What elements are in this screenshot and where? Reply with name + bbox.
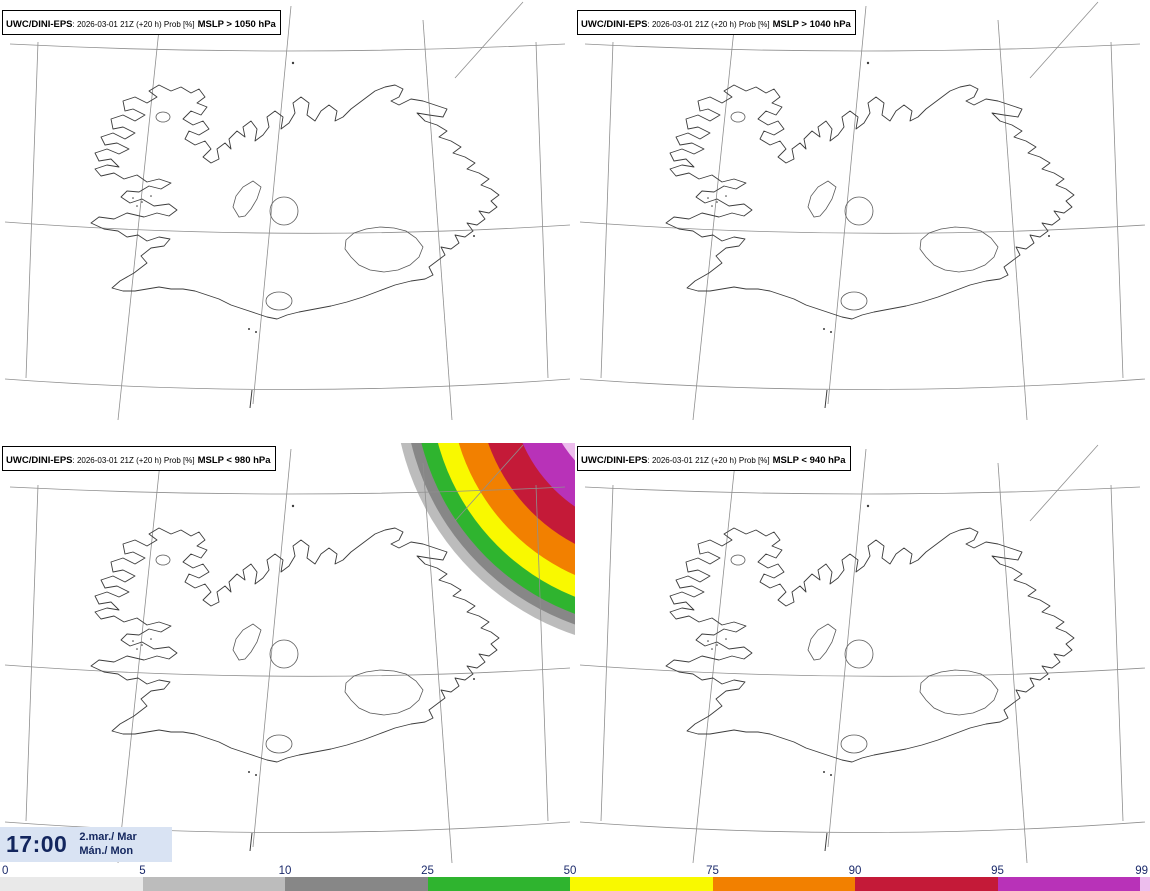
- valid-day: Mán./ Mon: [79, 844, 134, 857]
- run-info: : 2026-03-01 21Z (+20 h) Prob [%]: [647, 456, 770, 465]
- panel-mslp-gt-1040: UWC/DINI-EPS: 2026-03-01 21Z (+20 h) Pro…: [575, 0, 1150, 443]
- map-mslp-lt-980: [0, 443, 575, 886]
- panel-mslp-gt-1050: UWC/DINI-EPS: 2026-03-01 21Z (+20 h) Pro…: [0, 0, 575, 443]
- map-mslp-lt-940: [575, 443, 1150, 886]
- panel-title: UWC/DINI-EPS: 2026-03-01 21Z (+20 h) Pro…: [2, 10, 281, 36]
- colorbar-tick-label: 90: [848, 865, 862, 877]
- run-info: : 2026-03-01 21Z (+20 h) Prob [%]: [647, 20, 770, 29]
- colorbar-tick-label: 50: [563, 865, 577, 877]
- parameter-label: MSLP < 980 hPa: [197, 455, 271, 466]
- colorbar-segment: [0, 877, 143, 891]
- model-name: UWC/DINI-EPS: [581, 455, 648, 466]
- model-name: UWC/DINI-EPS: [6, 455, 73, 466]
- run-info: : 2026-03-01 21Z (+20 h) Prob [%]: [72, 456, 195, 465]
- probability-contour-field: [400, 443, 575, 636]
- colorbar-segment: [855, 877, 998, 891]
- valid-date: 2.mar./ Mar: [79, 831, 137, 844]
- model-name: UWC/DINI-EPS: [6, 19, 73, 30]
- probability-band-95-99: [522, 443, 575, 507]
- parameter-label: MSLP > 1050 hPa: [197, 19, 276, 30]
- colorbar-segment: [570, 877, 713, 891]
- panel-title: UWC/DINI-EPS: 2026-03-01 21Z (+20 h) Pro…: [2, 446, 276, 472]
- colorbar-tick-label: 0: [2, 865, 9, 877]
- colorbar-tick-label: 99: [1135, 865, 1148, 877]
- run-info: : 2026-03-01 21Z (+20 h) Prob [%]: [72, 20, 195, 29]
- colorbar-tick-label: 25: [421, 865, 434, 877]
- valid-time: 17:00: [6, 831, 68, 857]
- colorbar-tick-label: 95: [991, 865, 1004, 877]
- panel-title: UWC/DINI-EPS: 2026-03-01 21Z (+20 h) Pro…: [577, 446, 851, 472]
- colorbar-segment: [142, 877, 286, 891]
- colorbar-segment: [427, 877, 571, 891]
- colorbar-tick-label: 10: [278, 865, 292, 877]
- parameter-label: MSLP < 940 hPa: [772, 455, 846, 466]
- probability-band->99: [561, 443, 575, 461]
- map-mslp-gt-1050: [0, 0, 575, 443]
- colorbar: [0, 877, 1150, 891]
- colorbar-segment: [285, 877, 428, 891]
- map-mslp-gt-1040: [575, 0, 1150, 443]
- colorbar-overflow-segment: [1140, 877, 1150, 891]
- parameter-label: MSLP > 1040 hPa: [772, 19, 851, 30]
- colorbar-labels: 0 5 10 25 50 75 90 95 99: [0, 864, 1150, 877]
- colorbar-segment: [997, 877, 1141, 891]
- valid-time-block: 17:00 2.mar./ Mar Mán./ Mon: [0, 827, 172, 862]
- colorbar-tick-label: 75: [706, 865, 719, 877]
- colorbar-segment: [712, 877, 856, 891]
- colorbar-tick-label: 5: [139, 865, 146, 877]
- panel-mslp-lt-940: UWC/DINI-EPS: 2026-03-01 21Z (+20 h) Pro…: [575, 443, 1150, 886]
- panel-title: UWC/DINI-EPS: 2026-03-01 21Z (+20 h) Pro…: [577, 10, 856, 36]
- valid-date-block: 2.mar./ Mar Mán./ Mon: [79, 831, 136, 857]
- panel-mslp-lt-980: UWC/DINI-EPS: 2026-03-01 21Z (+20 h) Pro…: [0, 443, 575, 886]
- model-name: UWC/DINI-EPS: [581, 19, 648, 30]
